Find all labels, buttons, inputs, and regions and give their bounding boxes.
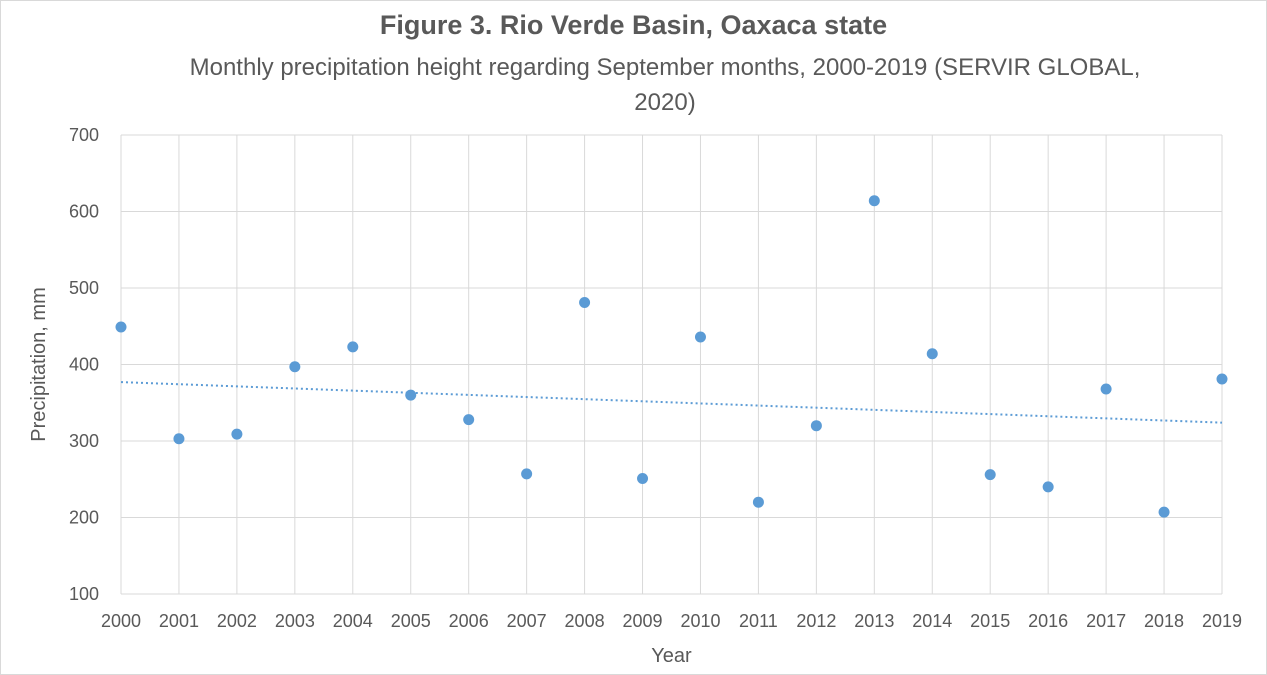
x-tick-label: 2011 bbox=[739, 611, 778, 631]
y-tick-label: 600 bbox=[69, 202, 99, 222]
data-point-2010 bbox=[694, 331, 706, 343]
x-axis-label: Year bbox=[651, 645, 692, 667]
data-point-2012 bbox=[810, 420, 822, 432]
x-tick-label: 2006 bbox=[449, 611, 489, 631]
x-tick-label: 2007 bbox=[507, 611, 547, 631]
data-point-2018 bbox=[1158, 506, 1170, 518]
y-tick-label: 200 bbox=[69, 508, 99, 528]
y-tick-label: 100 bbox=[69, 584, 99, 604]
x-tick-label: 2008 bbox=[565, 611, 605, 631]
data-point-2000 bbox=[115, 321, 127, 333]
data-point-2004 bbox=[347, 341, 359, 353]
data-point-2013 bbox=[868, 195, 880, 207]
x-tick-label: 2004 bbox=[333, 611, 373, 631]
x-tick-label: 2005 bbox=[391, 611, 431, 631]
data-points bbox=[115, 195, 1228, 518]
x-tick-label: 2019 bbox=[1202, 611, 1242, 631]
x-tick-label: 2010 bbox=[680, 611, 720, 631]
y-tick-label: 500 bbox=[69, 278, 99, 298]
x-tick-label: 2001 bbox=[159, 611, 199, 631]
y-tick-label: 300 bbox=[69, 431, 99, 451]
x-tick-label: 2017 bbox=[1086, 611, 1126, 631]
data-point-2019 bbox=[1216, 373, 1228, 385]
data-point-2002 bbox=[231, 428, 243, 440]
data-point-2009 bbox=[637, 472, 649, 484]
data-point-2017 bbox=[1100, 383, 1112, 395]
chart-title: Figure 3. Rio Verde Basin, Oaxaca state bbox=[379, 10, 888, 40]
data-point-2014 bbox=[926, 348, 938, 360]
x-tick-label: 2018 bbox=[1144, 611, 1184, 631]
x-tick-label: 2003 bbox=[275, 611, 315, 631]
trendline bbox=[120, 381, 1223, 424]
data-point-2008 bbox=[579, 297, 591, 309]
data-point-2011 bbox=[752, 496, 764, 508]
x-tick-label: 2002 bbox=[217, 611, 257, 631]
data-point-2007 bbox=[521, 468, 533, 480]
data-point-2001 bbox=[173, 433, 185, 445]
x-tick-label: 2015 bbox=[970, 611, 1010, 631]
data-point-2016 bbox=[1042, 481, 1054, 493]
x-tick-label: 2009 bbox=[623, 611, 663, 631]
y-axis-ticks: 100 200 300 400 500 600 700 bbox=[69, 125, 99, 604]
data-point-2003 bbox=[289, 361, 301, 373]
data-point-2005 bbox=[405, 389, 417, 401]
data-point-2015 bbox=[984, 469, 996, 481]
x-tick-label: 2013 bbox=[854, 611, 894, 631]
x-tick-label: 2012 bbox=[796, 611, 836, 631]
y-tick-label: 700 bbox=[69, 125, 99, 145]
data-point-2006 bbox=[463, 414, 475, 426]
chart-subtitle: Monthly precipitation height regarding S… bbox=[189, 54, 1141, 116]
y-axis-label: Precipitation, mm bbox=[28, 287, 50, 442]
x-tick-label: 2000 bbox=[101, 611, 141, 631]
gridlines bbox=[120, 134, 1223, 595]
x-tick-label: 2014 bbox=[912, 611, 952, 631]
x-tick-label: 2016 bbox=[1028, 611, 1068, 631]
x-axis-ticks: 2000 2001 2002 2003 2004 2005 2006 2007 2008 2009… bbox=[101, 611, 1242, 631]
y-tick-label: 400 bbox=[69, 355, 99, 375]
